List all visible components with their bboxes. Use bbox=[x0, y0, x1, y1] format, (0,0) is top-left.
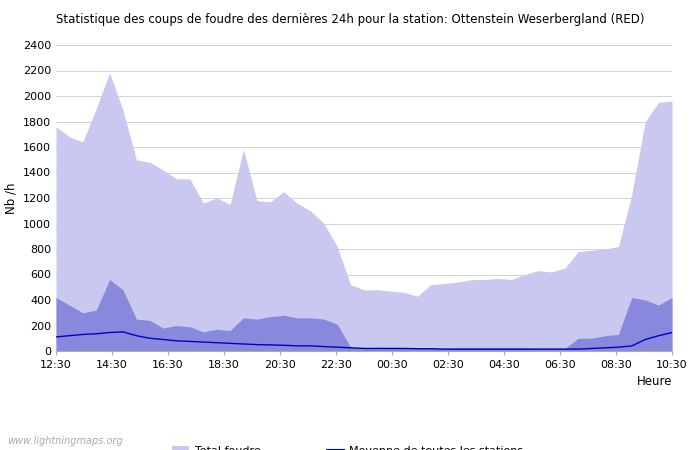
Text: Heure: Heure bbox=[636, 375, 672, 388]
Y-axis label: Nb /h: Nb /h bbox=[4, 182, 18, 214]
Text: www.lightningmaps.org: www.lightningmaps.org bbox=[7, 436, 122, 446]
Text: Statistique des coups de foudre des dernières 24h pour la station: Ottenstein We: Statistique des coups de foudre des dern… bbox=[56, 14, 644, 27]
